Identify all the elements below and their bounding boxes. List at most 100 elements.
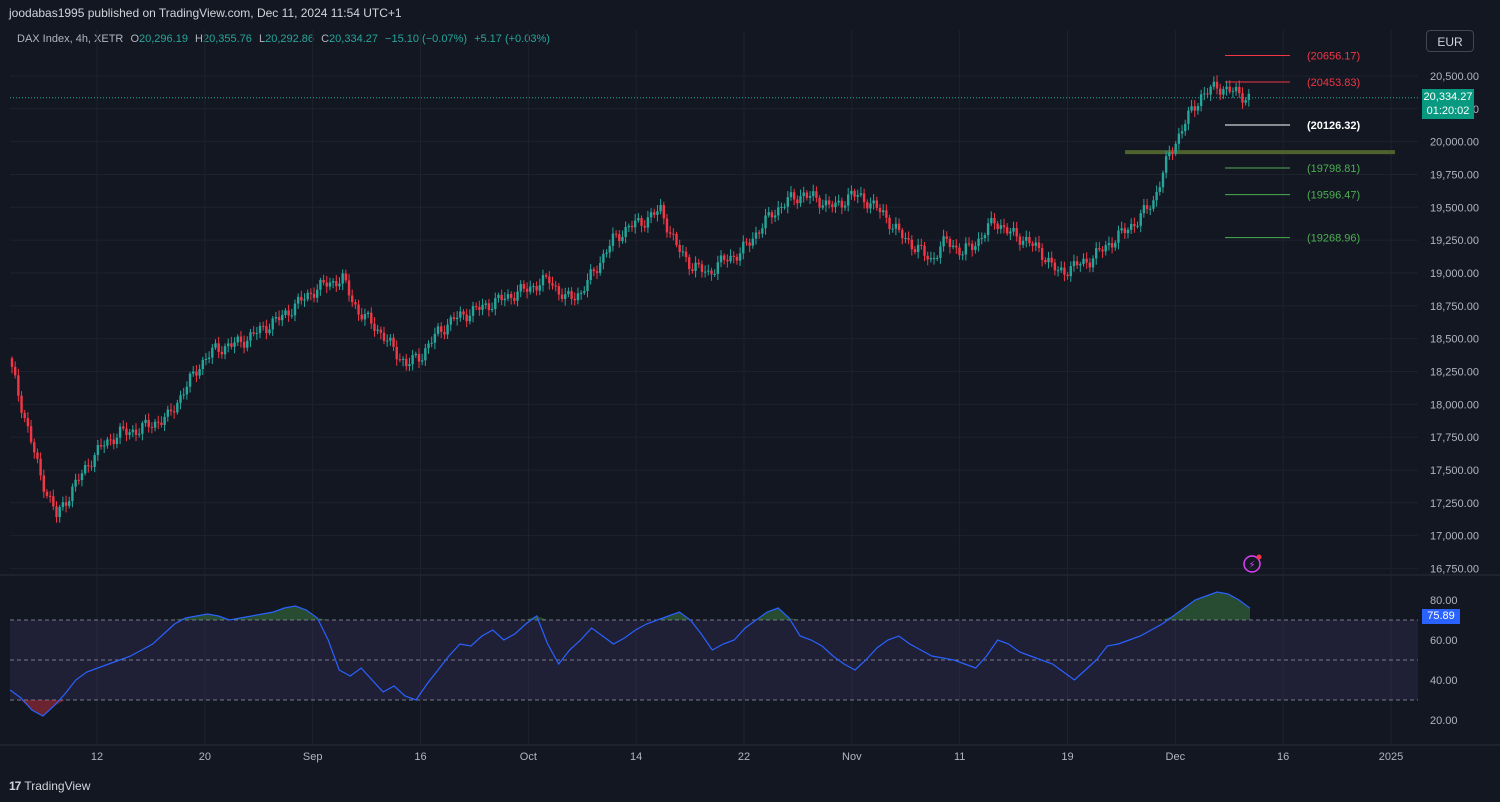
candle-body — [1152, 200, 1155, 209]
candle-body — [1225, 86, 1228, 90]
candle-body — [611, 233, 615, 246]
candle-body — [567, 291, 570, 295]
candle-body — [847, 194, 850, 206]
candle-body — [1196, 106, 1200, 111]
candle-body — [659, 204, 662, 212]
candle-body — [1063, 267, 1066, 275]
level-label: (19798.81) — [1307, 163, 1360, 175]
candle-body — [1133, 223, 1136, 227]
candle-body — [1219, 88, 1222, 95]
candle-body — [948, 238, 952, 248]
candle-body — [494, 298, 497, 310]
candle-body — [411, 355, 414, 365]
candle-body — [812, 191, 815, 197]
candle-body — [109, 439, 112, 441]
candle-body — [551, 283, 554, 286]
candle-body — [602, 253, 605, 263]
candle-body — [48, 495, 52, 497]
candle-body — [1037, 242, 1041, 249]
candle-body — [424, 348, 427, 361]
candle-body — [80, 473, 84, 481]
candle-body — [335, 281, 338, 287]
candle-body — [389, 337, 392, 341]
candle-body — [942, 236, 945, 247]
candle-body — [277, 317, 281, 321]
candle-body — [258, 325, 262, 334]
candle-body — [646, 217, 650, 228]
candle-body — [112, 439, 115, 445]
candle-body — [271, 318, 274, 330]
candle-body — [239, 336, 243, 342]
candle-body — [996, 223, 999, 230]
candle-body — [684, 251, 688, 258]
candle-body — [993, 217, 996, 224]
candle-body — [455, 317, 459, 320]
candle-body — [26, 418, 30, 427]
currency-button[interactable]: EUR — [1426, 30, 1474, 52]
candle-body — [904, 237, 907, 239]
candle-body — [122, 426, 125, 429]
tradingview-logo[interactable]: 17 TradingView — [9, 779, 90, 793]
price-axis-label: 17,750.00 — [1430, 432, 1479, 444]
candle-body — [440, 326, 443, 332]
last-price-value: 20,334.27 — [1423, 91, 1473, 103]
candle-body — [316, 289, 319, 298]
candle-body — [840, 200, 844, 208]
candle-body — [624, 227, 627, 237]
candle-body — [1005, 227, 1009, 234]
tradingview-logo-icon: 17 — [9, 779, 21, 793]
candle-body — [446, 324, 449, 335]
candle-body — [983, 235, 987, 239]
candle-body — [506, 294, 510, 299]
candle-body — [217, 343, 220, 352]
rsi-value-badge: 75.89 — [1422, 609, 1460, 624]
candle-body — [1025, 236, 1028, 241]
candle-body — [786, 197, 789, 207]
candle-body — [17, 375, 20, 396]
candle-body — [862, 193, 866, 203]
candle-body — [754, 232, 758, 239]
candle-body — [808, 196, 812, 198]
last-price-badge: 20,334.27 01:20:02 — [1422, 89, 1474, 119]
candle-body — [366, 312, 370, 315]
candle-body — [163, 416, 166, 425]
candle-body — [796, 199, 799, 204]
candle-body — [166, 409, 169, 417]
candle-body — [583, 291, 586, 293]
candle-body — [1082, 258, 1085, 264]
candle-body — [522, 284, 526, 289]
candle-body — [656, 211, 659, 215]
candle-body — [427, 343, 430, 349]
candle-body — [560, 294, 564, 299]
candle-body — [90, 466, 93, 468]
level-label: (20453.83) — [1307, 77, 1360, 89]
candle-body — [52, 496, 55, 507]
open-value: 20,296.19 — [139, 33, 188, 45]
candle-body — [929, 258, 933, 260]
candle-body — [325, 282, 328, 287]
candle-body — [554, 285, 557, 287]
candle-body — [1075, 261, 1079, 266]
high-label: H — [195, 33, 203, 45]
candle-body — [284, 310, 287, 315]
candle-body — [872, 200, 875, 204]
candle-body — [977, 238, 980, 246]
time-axis-label: Nov — [842, 751, 862, 763]
candle-body — [643, 225, 646, 228]
candle-body — [395, 346, 398, 360]
candle-body — [1158, 187, 1161, 192]
candle-body — [951, 245, 955, 248]
candle-body — [192, 371, 195, 374]
candle-body — [74, 479, 77, 487]
candle-body — [573, 298, 576, 301]
candle-body — [1072, 261, 1076, 267]
candle-body — [748, 242, 751, 246]
candle-body — [64, 502, 68, 506]
candle-body — [1241, 93, 1244, 103]
candle-body — [309, 292, 313, 294]
candle-body — [398, 359, 402, 361]
price-axis-label: 18,750.00 — [1430, 301, 1479, 313]
candle-body — [68, 501, 71, 506]
candle-body — [668, 232, 672, 234]
